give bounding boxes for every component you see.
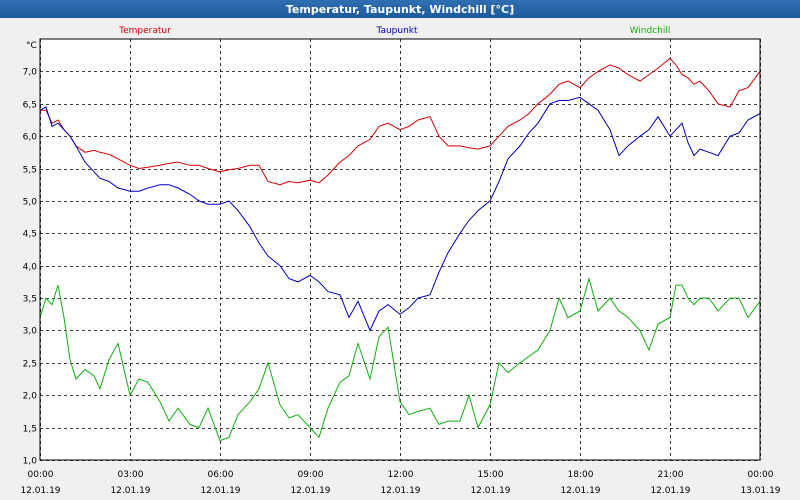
y-tick-label: 7,0 xyxy=(23,68,38,78)
x-tick-time: 09:00 xyxy=(298,470,324,480)
y-tick-label: 2,5 xyxy=(23,360,37,370)
x-tick-time: 03:00 xyxy=(118,470,144,480)
y-tick-label: 6,0 xyxy=(23,133,38,143)
series-line-windchill xyxy=(39,276,761,442)
y-tick-label: 2,0 xyxy=(23,392,38,402)
x-tick-date: 12.01.19 xyxy=(470,486,510,496)
y-tick-label: 3,0 xyxy=(23,327,38,337)
y-tick-label: 1,0 xyxy=(23,457,38,467)
series-line-temperatur xyxy=(40,57,761,186)
x-tick-time: 00:00 xyxy=(28,470,54,480)
x-tick-date: 12.01.19 xyxy=(290,486,330,496)
y-tick-label: 1,5 xyxy=(23,425,37,435)
x-tick-date: 13.01.19 xyxy=(740,486,780,496)
y-tick-label: 4,5 xyxy=(23,230,37,240)
x-tick-date: 12.01.19 xyxy=(380,486,420,496)
x-tick-time: 00:00 xyxy=(748,470,774,480)
plot-area xyxy=(39,38,761,461)
y-tick-label: 5,5 xyxy=(23,166,37,176)
x-tick-date: 12.01.19 xyxy=(560,486,600,496)
plot-border xyxy=(39,38,761,461)
y-tick-label: 5,0 xyxy=(23,198,38,208)
series-line-taupunkt xyxy=(39,96,761,332)
x-tick-time: 21:00 xyxy=(658,470,684,480)
legend-temperatur: Temperatur xyxy=(118,26,171,36)
x-tick-date: 12.01.19 xyxy=(200,486,240,496)
x-tick-time: 12:00 xyxy=(388,470,414,480)
x-tick-time: 15:00 xyxy=(478,470,504,480)
y-axis-label: °C xyxy=(26,41,37,51)
x-tick-date: 12.01.19 xyxy=(110,486,150,496)
x-tick-date: 12.01.19 xyxy=(20,486,60,496)
x-tick-time: 18:00 xyxy=(568,470,594,480)
legend-windchill: Windchill xyxy=(630,26,671,36)
x-tick-time: 06:00 xyxy=(208,470,234,480)
x-tick-date: 12.01.19 xyxy=(650,486,690,496)
y-tick-label: 3,5 xyxy=(23,295,37,305)
y-tick-label: 6,5 xyxy=(23,101,37,111)
window-title: Temperatur, Taupunkt, Windchill [°C] xyxy=(0,0,800,18)
y-tick-label: 4,0 xyxy=(23,263,38,273)
legend-taupunkt: Taupunkt xyxy=(375,26,418,36)
